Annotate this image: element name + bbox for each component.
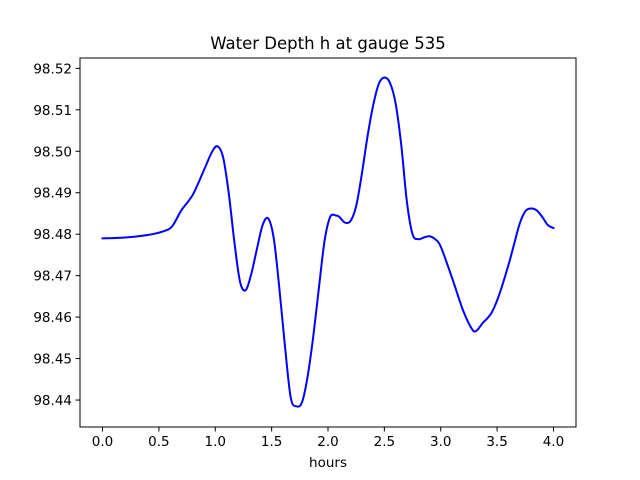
x-tick-label: 0.0 [92,434,113,450]
x-tick-label: 1.5 [261,434,282,450]
y-tick-label: 98.48 [33,227,72,243]
y-tick-label: 98.45 [33,352,72,368]
x-tick-label: 2.0 [317,434,338,450]
x-tick-label: 3.5 [486,434,507,450]
x-axis-label: hours [309,455,347,471]
y-tick-label: 98.49 [33,186,72,202]
x-tick-label: 4.0 [543,434,564,450]
x-tick-label: 3.0 [430,434,451,450]
x-tick-label: 0.5 [148,434,169,450]
x-tick-label: 2.5 [374,434,395,450]
x-tick-label: 1.0 [205,434,226,450]
y-tick-label: 98.52 [33,61,72,77]
y-tick-label: 98.47 [33,269,72,285]
series-line-0 [101,76,555,408]
y-tick-label: 98.51 [33,103,72,119]
y-tick-label: 98.50 [33,144,72,160]
y-tick-label: 98.46 [33,310,72,326]
chart-title: Water Depth h at gauge 535 [210,34,445,53]
y-tick-label: 98.44 [33,393,72,409]
x-axis: 0.0 0.5 1.0 1.5 2.0 2.5 3.0 3.5 4.0 [92,427,564,450]
y-axis: 98.44 98.45 98.46 98.47 98.48 98.49 98.50 98.51… [33,61,80,409]
